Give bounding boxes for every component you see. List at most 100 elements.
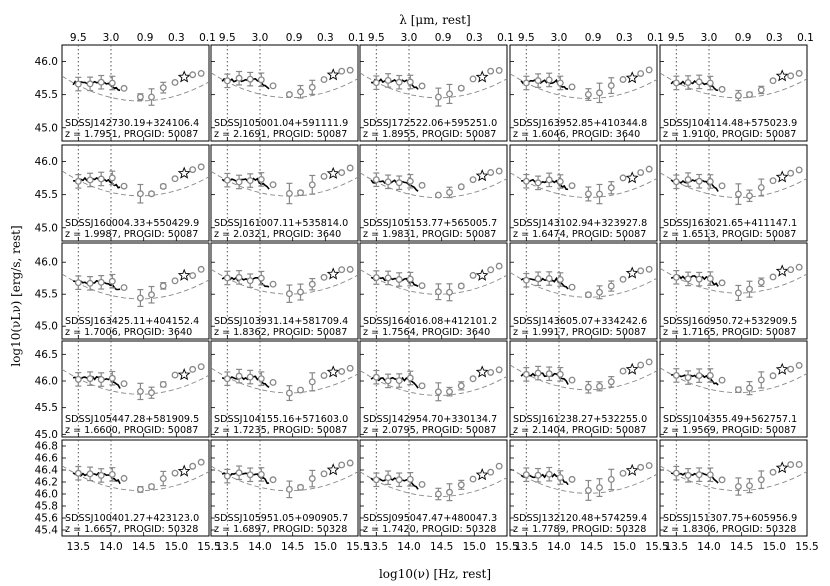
photometry-point [223,375,231,383]
photometry-point [637,70,645,77]
star-marker [326,166,340,179]
panel-redshift-label: z = 1.7165, PROGID: 50087 [663,327,796,338]
photometry-point [159,380,167,388]
panel-object-name: SDSSJ104355.49+562757.1 [663,414,797,425]
star-marker [625,171,639,184]
photometry-point [522,370,530,378]
template-curve [510,172,657,198]
photometry-point [637,169,645,176]
y-tick-label: 45.5 [35,89,58,101]
panel-plot-area [62,341,209,437]
photometry-point [446,288,453,296]
panel-frame [659,144,808,242]
panel-object-name: SDSSJ095047.47+480047.3 [363,513,497,524]
template-curve [660,172,807,198]
photometry-point [734,483,742,490]
top-tick-label: 3.0 [103,32,120,44]
photometry-point [223,176,231,184]
panel-frame [509,439,658,537]
photometry-point [197,363,205,371]
panel-plot-area [360,243,507,339]
photometry-point [556,79,564,87]
photometry-point [235,273,243,281]
top-tick-label: 0.9 [435,32,452,44]
photometry-point [372,274,380,282]
photometry-point [406,475,414,483]
photometry-point [746,192,753,200]
template-curve [510,364,657,391]
star-marker [625,362,639,375]
photometry-point [346,364,354,372]
photometry-point [584,190,592,198]
photometry-point [457,481,465,489]
y-tick-label: 45.5 [35,289,58,301]
photometry-point [395,377,403,385]
photometry-point [338,266,346,274]
panel-11: SDSSJ163425.11+404152.4z = 1.7006, PROGI… [61,242,210,340]
photometry-point [695,78,703,86]
y-tick-label: 45.0 [35,321,58,333]
panel-8: SDSSJ105153.77+565005.7z = 1.9831, PROGI… [359,144,508,242]
template-curve [360,269,507,295]
photometry-point [269,181,277,189]
photometry-point [446,488,453,496]
top-tick-label: 0.1 [797,32,814,44]
photometry-point [346,164,354,172]
photometry-point [795,166,803,174]
panel-redshift-label: z = 1.9569, PROGID: 50087 [663,425,796,436]
panel-object-name: SDSSJ132120.48+574259.4 [513,513,647,524]
panel-frame [359,439,508,537]
panel-22: SDSSJ105951.05+090905.7z = 1.6897, PROGI… [210,439,359,537]
panel-plot-area [62,45,209,141]
photometry-point [607,475,615,483]
photometry-point [308,378,316,386]
template-curve [211,465,358,492]
top-tick-label: 9.5 [668,32,685,44]
photometry-point [787,365,795,373]
x-tick-label: 15.5 [197,541,220,553]
photometry-point [795,461,803,468]
top-tick-label: 0.1 [647,32,664,44]
panel-frame [509,44,658,142]
photometry-point [189,462,197,470]
panel-object-name: SDSSJ142954.70+330134.7 [363,414,497,425]
photometry-point [434,490,442,498]
panel-redshift-label: z = 1.7789, PROGID: 50328 [513,524,646,535]
photometry-point [148,190,155,198]
photometry-point [269,280,277,288]
photometry-point [734,92,742,100]
photometry-point [108,374,116,382]
panel-17: SDSSJ104155.16+571603.0z = 1.7235, PROGI… [210,340,359,438]
photometry-point [556,276,564,283]
photometry-point [384,76,392,84]
photometry-point [171,469,179,477]
photometry-point [120,84,128,92]
x-tick-label: 15.5 [346,541,369,553]
photometry-point [97,175,105,183]
panel-5: SDSSJ104114.48+575023.9z = 1.9100, PROGI… [659,44,808,142]
photometry-point [607,282,615,290]
photometry-point [395,179,403,187]
star-marker [475,365,489,378]
photometry-point [148,291,155,299]
photometry-point [706,79,714,87]
photometry-point [434,388,442,396]
panel-7: SDSSJ161007.11+535814.0z = 2.0321, PROGI… [210,144,359,242]
photometry-point [338,368,346,375]
photometry-point [257,375,265,383]
star-marker [177,70,191,83]
panel-plot-area [211,243,358,339]
photometry-point [695,471,703,479]
photometry-point [257,175,265,183]
panel-plot-area [360,45,507,141]
photometry-point [346,265,354,273]
top-tick-label: 3.0 [551,32,568,44]
panel-object-name: SDSSJ160004.33+550429.9 [65,218,199,229]
panel-frame [210,439,359,537]
photometry-point [522,471,530,479]
photometry-point [495,66,503,74]
template-curve [62,465,209,492]
top-tick-label: 9.5 [70,32,87,44]
panel-object-name: SDSSJ103931.14+581709.4 [214,316,348,327]
photometry-point [269,82,277,90]
